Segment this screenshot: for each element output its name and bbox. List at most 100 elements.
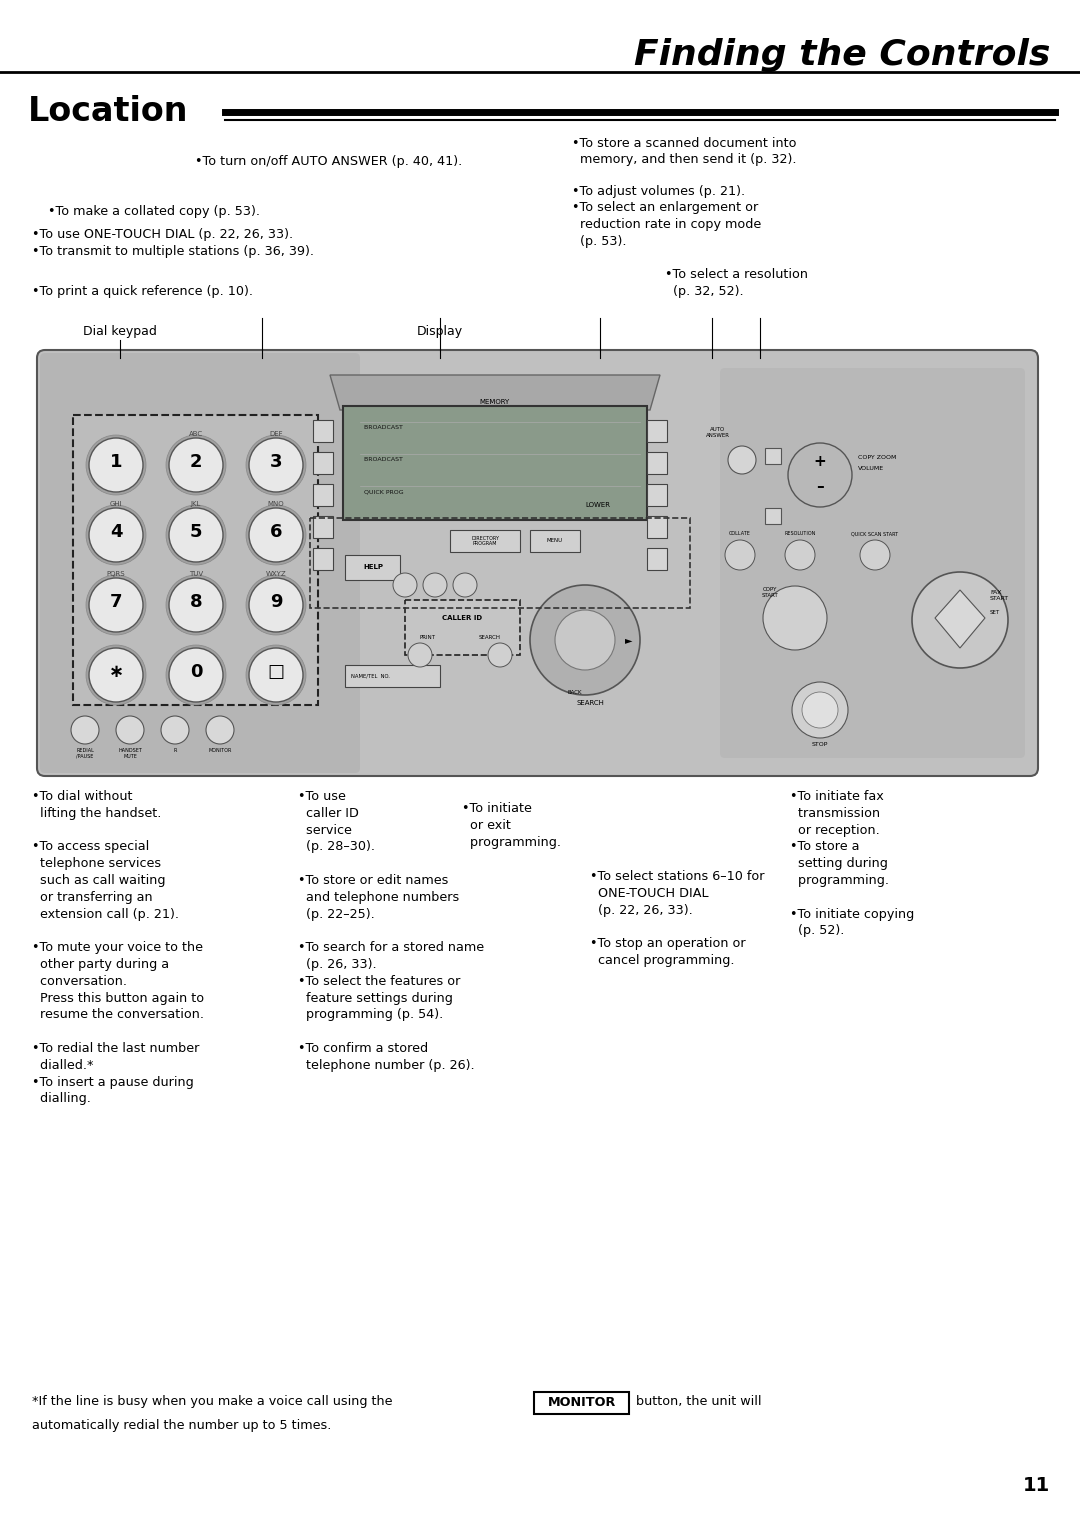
Circle shape: [168, 649, 222, 702]
Text: MNO: MNO: [268, 501, 284, 507]
Text: COPY ZOOM: COPY ZOOM: [858, 455, 896, 459]
Text: •To initiate
  or exit
  programming.: •To initiate or exit programming.: [462, 803, 561, 848]
Text: R: R: [173, 748, 177, 752]
Text: •To print a quick reference (p. 10).: •To print a quick reference (p. 10).: [32, 285, 253, 298]
Circle shape: [89, 649, 143, 702]
Circle shape: [728, 446, 756, 475]
Bar: [647, 420, 667, 443]
Text: GHI: GHI: [110, 501, 122, 507]
Text: •To dial without
  lifting the handset.

•To access special
  telephone services: •To dial without lifting the handset. •T…: [32, 790, 204, 1105]
Circle shape: [86, 435, 146, 494]
Circle shape: [246, 435, 306, 494]
Circle shape: [912, 572, 1008, 668]
Text: HELP: HELP: [363, 565, 383, 571]
Circle shape: [792, 682, 848, 739]
Bar: [405, 600, 519, 655]
Text: button, the unit will: button, the unit will: [632, 1395, 761, 1408]
FancyBboxPatch shape: [534, 1392, 629, 1415]
Circle shape: [206, 716, 234, 745]
Text: 11: 11: [1023, 1476, 1050, 1495]
Text: 5: 5: [190, 523, 202, 542]
Circle shape: [246, 505, 306, 565]
Text: •To use ONE-TOUCH DIAL (p. 22, 26, 33).
•To transmit to multiple stations (p. 36: •To use ONE-TOUCH DIAL (p. 22, 26, 33). …: [32, 227, 314, 258]
Text: HANDSET
MUTE: HANDSET MUTE: [118, 748, 141, 758]
Text: NAME/TEL  NO.: NAME/TEL NO.: [351, 673, 390, 679]
Text: JKL: JKL: [191, 501, 201, 507]
Text: CALLER ID: CALLER ID: [442, 615, 482, 621]
Text: TUV: TUV: [189, 571, 203, 577]
Text: Dial keypad: Dial keypad: [83, 325, 157, 337]
FancyBboxPatch shape: [40, 353, 360, 774]
Text: 7: 7: [110, 594, 122, 610]
Bar: [765, 508, 781, 523]
Text: LOWER: LOWER: [585, 502, 610, 508]
Text: MONITOR: MONITOR: [208, 748, 232, 752]
Text: SEARCH: SEARCH: [576, 700, 604, 707]
Circle shape: [86, 505, 146, 565]
Text: •To turn on/off AUTO ANSWER (p. 40, 41).: •To turn on/off AUTO ANSWER (p. 40, 41).: [195, 156, 462, 168]
Circle shape: [762, 586, 827, 650]
Text: DIRECTORY
PROGRAM: DIRECTORY PROGRAM: [471, 536, 499, 546]
Bar: [313, 420, 333, 443]
Text: VOLUME: VOLUME: [858, 465, 885, 472]
Circle shape: [89, 578, 143, 632]
Circle shape: [86, 575, 146, 635]
Bar: [313, 452, 333, 475]
Text: FAX
START: FAX START: [990, 591, 1009, 601]
Text: QUICK PROG: QUICK PROG: [360, 488, 404, 494]
Text: 0: 0: [190, 662, 202, 681]
Text: 2: 2: [190, 453, 202, 472]
Circle shape: [166, 505, 226, 565]
Text: COLLATE: COLLATE: [729, 531, 751, 536]
Text: ∗: ∗: [108, 662, 123, 681]
Text: Display: Display: [417, 325, 463, 337]
Text: •To select stations 6–10 for
  ONE-TOUCH DIAL
  (p. 22, 26, 33).

•To stop an op: •To select stations 6–10 for ONE-TOUCH D…: [590, 870, 765, 967]
Circle shape: [71, 716, 99, 745]
Text: 4: 4: [110, 523, 122, 542]
Circle shape: [249, 508, 303, 562]
Circle shape: [393, 572, 417, 597]
Circle shape: [161, 716, 189, 745]
Text: •To make a collated copy (p. 53).: •To make a collated copy (p. 53).: [48, 204, 260, 218]
Text: □: □: [268, 662, 284, 681]
Bar: [313, 548, 333, 571]
Bar: [345, 555, 400, 580]
Text: 9: 9: [270, 594, 282, 610]
Bar: [530, 530, 580, 552]
Text: +: +: [813, 455, 826, 470]
Text: MENU: MENU: [546, 539, 563, 543]
Circle shape: [555, 610, 615, 670]
FancyBboxPatch shape: [720, 368, 1025, 758]
Text: 8: 8: [190, 594, 202, 610]
Text: BACK: BACK: [568, 690, 582, 694]
Text: AUTO
ANSWER: AUTO ANSWER: [706, 427, 730, 438]
Text: 3: 3: [270, 453, 282, 472]
Text: COPY
START: COPY START: [761, 588, 779, 598]
Circle shape: [168, 578, 222, 632]
Circle shape: [453, 572, 477, 597]
Text: •To select a resolution
  (p. 32, 52).: •To select a resolution (p. 32, 52).: [665, 269, 808, 298]
Text: STOP: STOP: [812, 742, 828, 748]
Text: BROADCAST: BROADCAST: [360, 426, 403, 430]
Text: 1: 1: [110, 453, 122, 472]
Text: 6: 6: [270, 523, 282, 542]
Text: automatically redial the number up to 5 times.: automatically redial the number up to 5 …: [32, 1419, 332, 1431]
Bar: [647, 548, 667, 571]
Circle shape: [785, 540, 815, 571]
Text: •To adjust volumes (p. 21).
•To select an enlargement or
  reduction rate in cop: •To adjust volumes (p. 21). •To select a…: [572, 185, 761, 247]
Circle shape: [89, 438, 143, 491]
Circle shape: [246, 575, 306, 635]
Text: ABC: ABC: [189, 430, 203, 436]
Circle shape: [249, 578, 303, 632]
Circle shape: [86, 645, 146, 705]
Bar: [765, 449, 781, 464]
Circle shape: [89, 508, 143, 562]
Circle shape: [860, 540, 890, 571]
Text: QUICK SCAN START: QUICK SCAN START: [851, 531, 899, 536]
Circle shape: [168, 438, 222, 491]
Text: •To use
  caller ID
  service
  (p. 28–30).

•To store or edit names
  and telep: •To use caller ID service (p. 28–30). •T…: [298, 790, 484, 1071]
Text: •To initiate fax
  transmission
  or reception.
•To store a
  setting during
  p: •To initiate fax transmission or recepti…: [789, 790, 915, 937]
Bar: [450, 530, 519, 552]
Text: Finding the Controls: Finding the Controls: [634, 38, 1050, 72]
Bar: [647, 484, 667, 507]
